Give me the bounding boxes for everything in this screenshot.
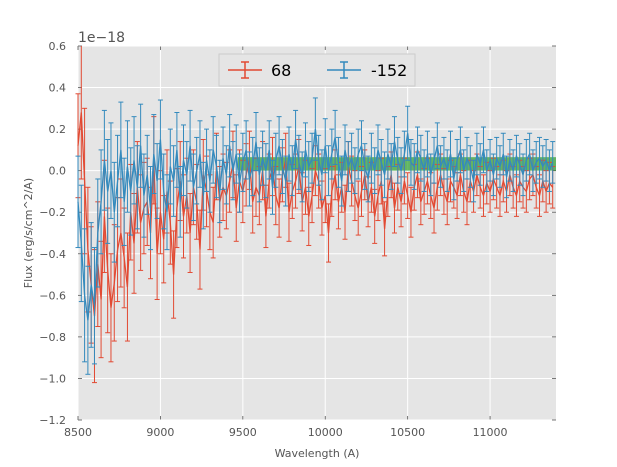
series-layer	[75, 46, 556, 384]
legend-entry-68: 68	[228, 61, 291, 80]
y-tick-label-0.2: 0.2	[49, 123, 67, 136]
x-tick-label-10000: 10000	[308, 426, 343, 439]
x-tick-label-8500: 8500	[64, 426, 92, 439]
x-axis-label: Wavelength (A)	[275, 447, 360, 460]
x-tick-label-9500: 9500	[229, 426, 257, 439]
y-tick-label-neg0.8: −0.8	[39, 331, 66, 344]
x-tick-label-11000: 11000	[473, 426, 508, 439]
legend-label-68: 68	[271, 61, 291, 80]
y-tick-label-0: 0.0	[49, 165, 67, 178]
y-tick-label-neg0.2: −0.2	[39, 206, 66, 219]
series-1	[75, 97, 556, 375]
legend-entry-neg152: -152	[327, 61, 407, 80]
plot-background	[78, 46, 556, 420]
y-tick-label-neg0.6: −0.6	[39, 289, 66, 302]
y-tick-label-neg1.2: −1.2	[39, 414, 66, 427]
y-tick-label-0.6: 0.6	[49, 40, 67, 53]
y-axis-label: Flux (erg/s/cm^2/A)	[22, 178, 35, 288]
series-line-1	[77, 129, 554, 321]
y-scale-multiplier: 1e−18	[78, 30, 125, 46]
y-tick-label-neg1: −1.0	[39, 372, 66, 385]
y-tick-label-neg0.4: −0.4	[39, 248, 66, 261]
tick-labels: 8500 9000 9500 10000 10500 11000 −1.2 −1.0 −0.8 −…	[39, 40, 507, 439]
legend-label-neg152: -152	[371, 61, 407, 80]
legend: 68 -152	[218, 53, 416, 87]
x-tick-label-10500: 10500	[390, 426, 425, 439]
x-tick-label-9000: 9000	[146, 426, 174, 439]
y-tick-label-0.4: 0.4	[49, 82, 67, 95]
